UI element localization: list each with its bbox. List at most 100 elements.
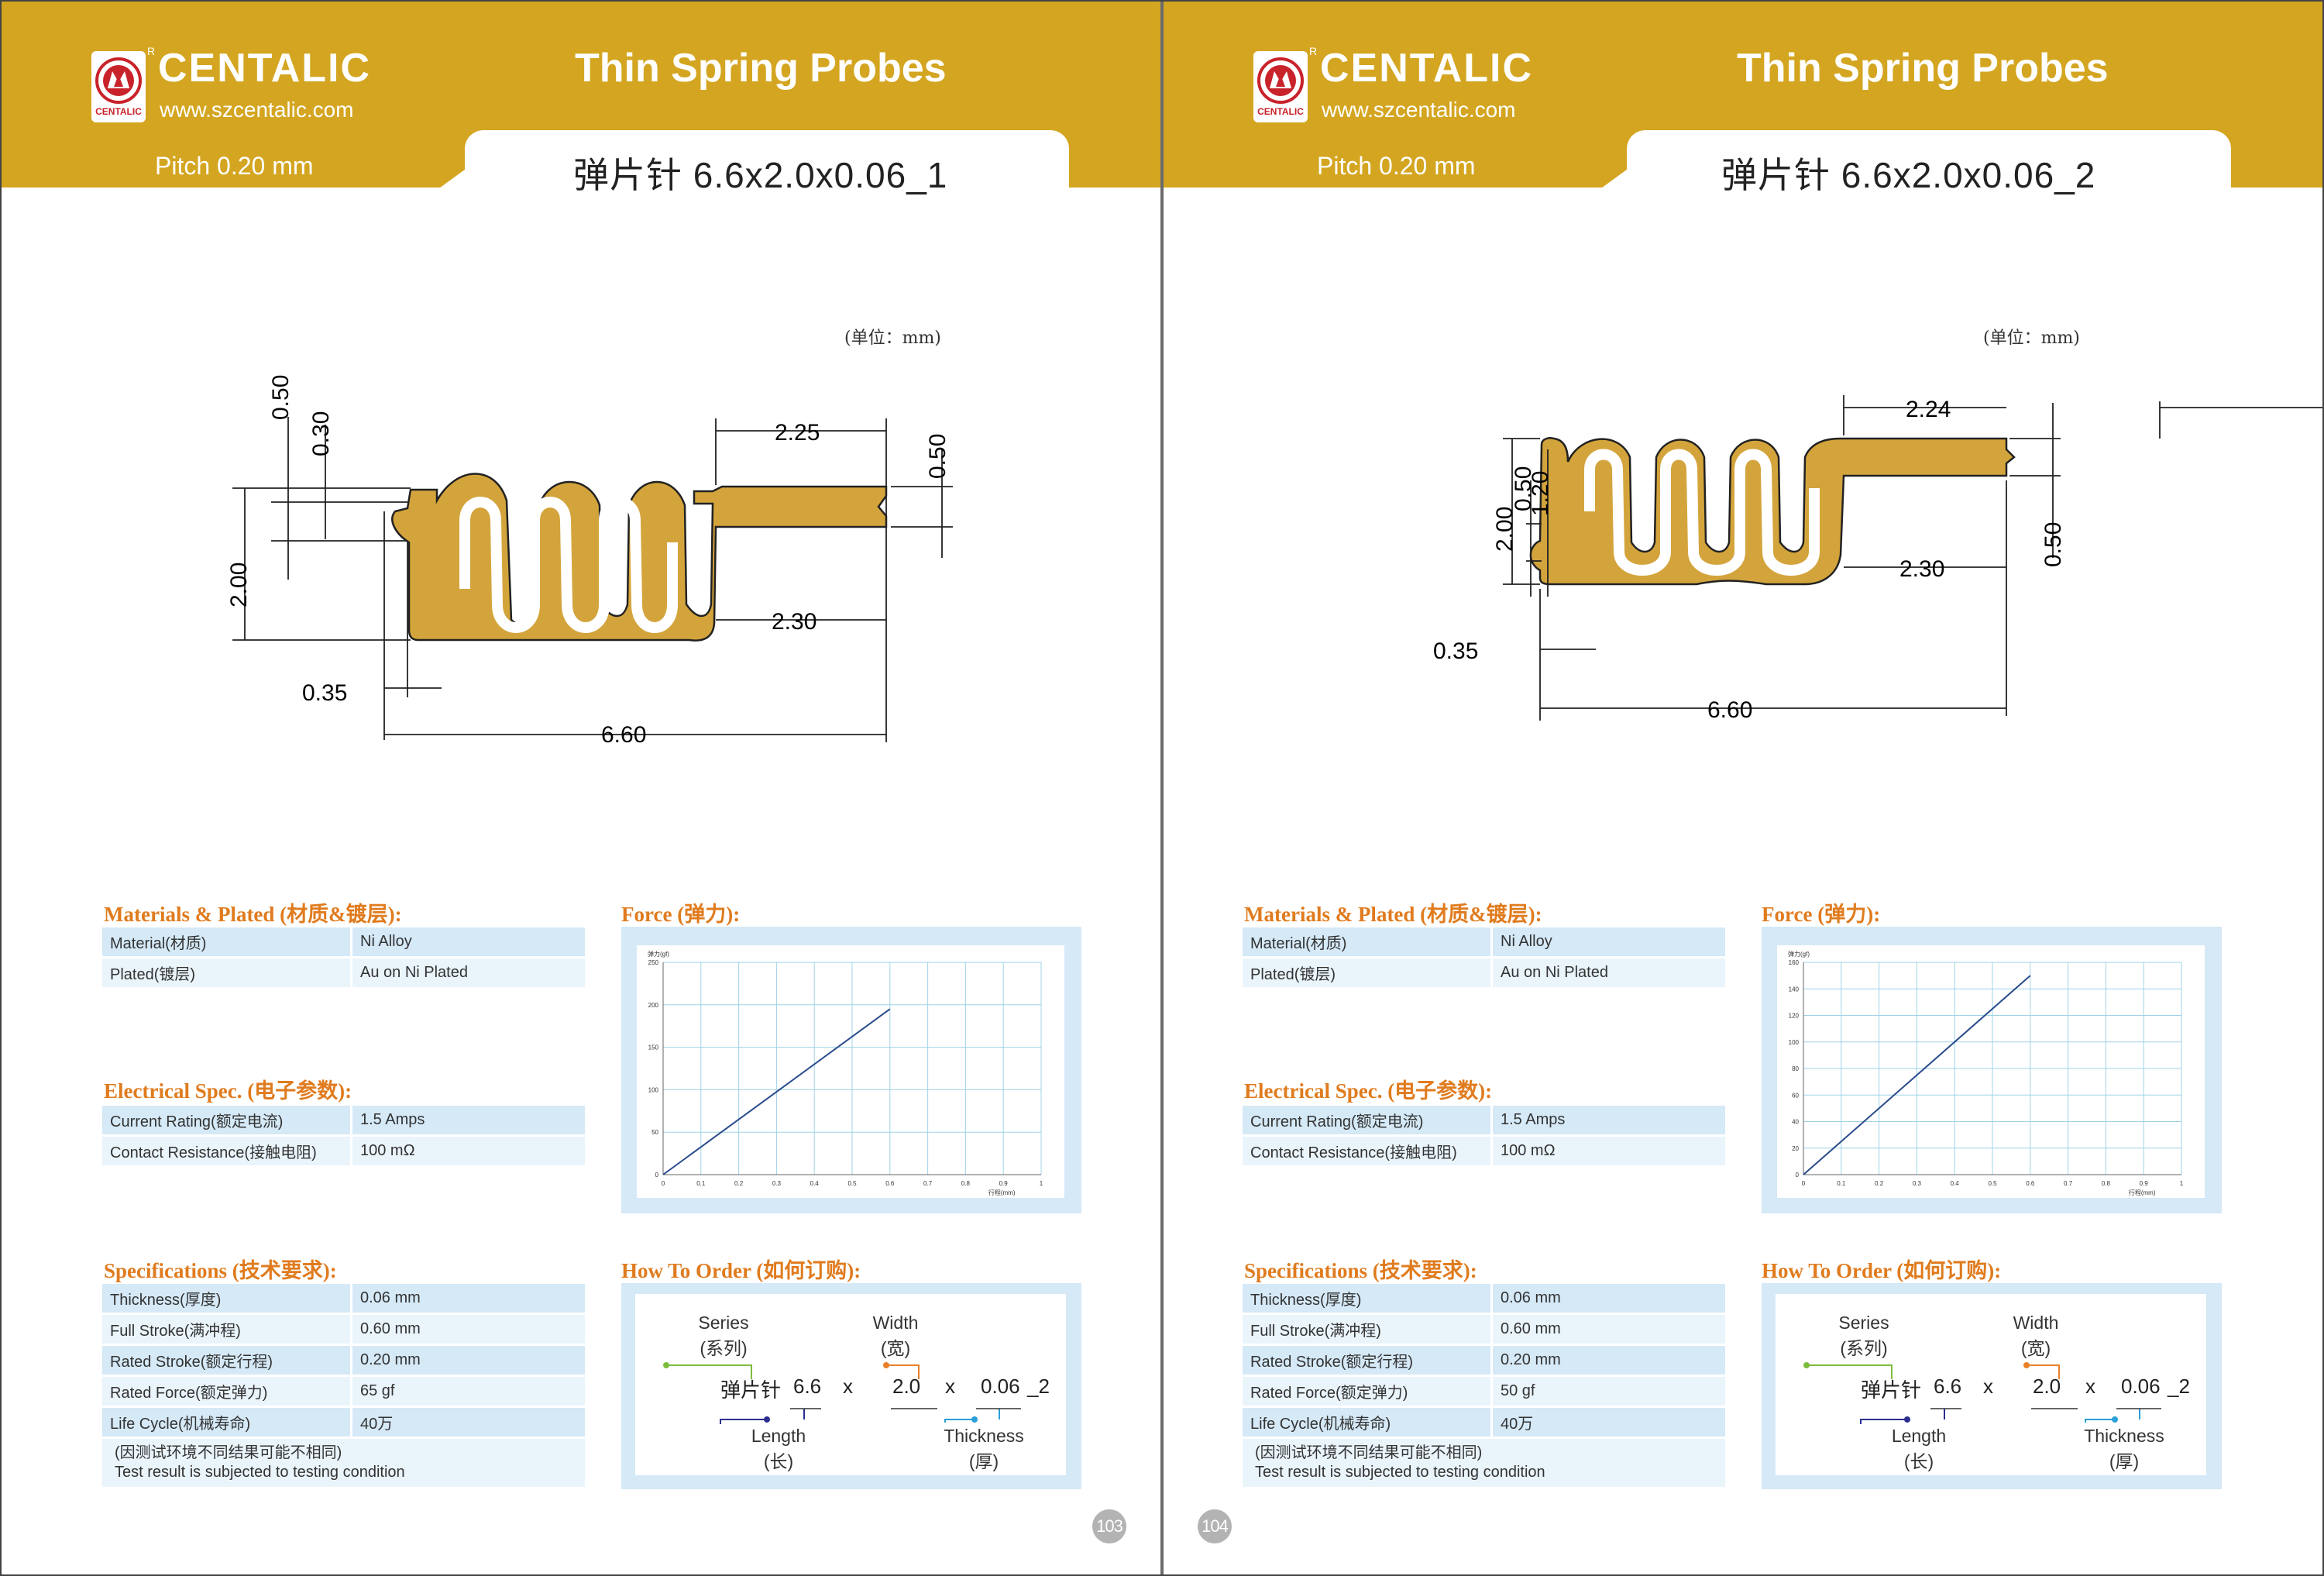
order-thickness-label: Thickness (厚) <box>944 1426 1024 1471</box>
x-tick-label: 0.5 <box>847 1180 857 1187</box>
order-series-label: Series (系列) <box>1838 1313 1889 1358</box>
x-tick-label: 0.9 <box>999 1180 1009 1187</box>
order-connectors <box>663 1362 1021 1424</box>
table-row: Life Cycle(机械寿命) 40万 <box>1243 1408 1725 1437</box>
dim-0-35: 0.35 <box>302 680 347 706</box>
table-row: Rated Stroke(额定行程) 0.20 mm <box>1243 1346 1725 1375</box>
force-chart: 0 0.1 0.2 0.3 0.4 0.5 0.6 0.7 0.8 0.9 1 0 20 40 60 80 10… <box>1788 950 2184 1196</box>
pitch-label: Pitch 0.20 mm <box>1317 152 1476 180</box>
x-tick-label: 0.3 <box>1913 1180 1922 1187</box>
probe-drawing: 0.50 0.30 2.00 0.35 2.25 0.50 2.30 6.60 <box>226 375 953 748</box>
how-to-order-panel: Series (系列) Width (宽) 弹片针 6.6 x 2.0 x 0.06… <box>621 1283 1081 1489</box>
dim-2-30: 2.30 <box>1899 556 1944 582</box>
order-x2: x <box>2085 1375 2095 1398</box>
dim-6-60: 6.60 <box>1707 697 1752 723</box>
product-title: 弹片针 6.6x2.0x0.06_2 <box>1721 155 2096 195</box>
table-row: Full Stroke(满冲程) 0.60 mm <box>102 1315 585 1344</box>
specifications-title: Specifications (技术要求): <box>1244 1259 1477 1282</box>
x-tick-label: 0.4 <box>1951 1180 1960 1187</box>
registered-mark: R <box>147 45 156 57</box>
table-row: Life Cycle(机械寿命) 40万 <box>102 1408 585 1437</box>
x-tick-label: 0.2 <box>734 1180 744 1187</box>
brand-url[interactable]: www.szcentalic.com <box>160 98 354 122</box>
table-row: Rated Force(额定弹力) 65 gf <box>102 1377 585 1406</box>
materials-title: Materials & Plated (材质&镀层): <box>104 903 402 926</box>
x-tick-label: 0.1 <box>696 1180 706 1187</box>
table-row: Material(材质) Ni Alloy <box>1243 927 1725 956</box>
force-chart-panel: 0 0.1 0.2 0.3 0.4 0.5 0.6 0.7 0.8 0.9 1 0 50 100 150 20… <box>621 927 1081 1213</box>
order-length-label: Length (长) <box>751 1426 806 1471</box>
order-code-width: 2.0 <box>892 1375 921 1398</box>
header-title: Thin Spring Probes <box>575 46 947 91</box>
y-tick-label: 160 <box>1789 959 1800 966</box>
x-tick-label: 0.7 <box>2064 1180 2073 1187</box>
force-chart: 0 0.1 0.2 0.3 0.4 0.5 0.6 0.7 0.8 0.9 1 0 50 100 150 20… <box>648 950 1043 1196</box>
table-row: Contact Resistance(接触电阻) 100 mΩ <box>102 1137 585 1165</box>
x-tick-label: 0.4 <box>810 1180 820 1187</box>
x-tick-label: 0.8 <box>961 1180 971 1187</box>
brand-name: CENTALIC <box>1320 46 1534 91</box>
order-code-length: 6.6 <box>1934 1375 1962 1398</box>
brand-url[interactable]: www.szcentalic.com <box>1322 98 1516 122</box>
x-tick-label: 0 <box>662 1180 665 1187</box>
table-row: Rated Stroke(额定行程) 0.20 mm <box>102 1346 585 1375</box>
x-tick-label: 0.6 <box>2026 1180 2035 1187</box>
table-row: Plated(镀层) Au on Ni Plated <box>1243 958 1725 987</box>
table-row: Rated Force(额定弹力) 50 gf <box>1243 1377 1725 1406</box>
y-tick-label: 140 <box>1789 986 1800 993</box>
probe-slot <box>1584 449 1820 576</box>
note-en: Test result is subjected to testing cond… <box>1255 1464 1545 1481</box>
table-row: (因测试环境不同结果可能不相同) Test result is subjected… <box>102 1439 585 1487</box>
order-length-label: Length (长) <box>1891 1426 1947 1471</box>
page-header: CENTALIC R CENTALIC www.szcentalic.com T… <box>1162 0 2324 195</box>
dim-2-25: 2.25 <box>775 420 820 446</box>
y-axis-label: 弹力(gf) <box>1788 950 1810 958</box>
note-en: Test result is subjected to testing cond… <box>115 1464 405 1481</box>
x-tick-label: 0 <box>1802 1180 1806 1187</box>
y-tick-label: 250 <box>648 959 659 966</box>
y-tick-label: 20 <box>1792 1145 1799 1152</box>
x-tick-label: 0.1 <box>1837 1180 1846 1187</box>
header-title: Thin Spring Probes <box>1737 46 2109 91</box>
order-width-label: Width (宽) <box>872 1313 919 1358</box>
dim-2-30: 2.30 <box>772 609 816 635</box>
order-code-box: Series (系列) Width (宽) 弹片针 6.6 x 2.0 x 0.06… <box>1776 1294 2206 1475</box>
table-row: Current Rating(额定电流) 1.5 Amps <box>102 1106 585 1134</box>
centalic-logo-icon: CENTALIC <box>91 51 146 122</box>
registered-mark: R <box>1309 45 1318 57</box>
order-code-width: 2.0 <box>2033 1375 2061 1398</box>
force-series-line <box>662 1008 891 1175</box>
force-series-line <box>1803 975 2031 1175</box>
page-left: CENTALIC R CENTALIC www.szcentalic.com T… <box>0 0 1162 1543</box>
dim-2-00: 2.00 <box>1492 507 1518 552</box>
table-row: (因测试环境不同结果可能不相同) Test result is subjected… <box>1243 1439 1725 1487</box>
product-title: 弹片针 6.6x2.0x0.06_1 <box>573 155 948 195</box>
electrical-title: Electrical Spec. (电子参数): <box>104 1079 352 1103</box>
y-tick-label: 80 <box>1792 1065 1799 1072</box>
dimension-lines <box>232 417 953 742</box>
y-tick-label: 60 <box>1792 1092 1799 1099</box>
x-tick-label: 0.9 <box>2140 1180 2149 1187</box>
logo-text: CENTALIC <box>95 106 142 117</box>
x-tick-label: 0.8 <box>2102 1180 2111 1187</box>
x-tick-label: 0.3 <box>772 1180 782 1187</box>
table-row: Contact Resistance(接触电阻) 100 mΩ <box>1243 1137 1725 1165</box>
page-number: 103 <box>1092 1509 1126 1543</box>
y-tick-label: 120 <box>1789 1013 1800 1020</box>
probe-drawing: 2.00 0.50 1.20 2.24 0.50 2.30 0.35 6.60 <box>1433 395 2324 723</box>
materials-table: Material(材质) Ni Alloy Plated(镀层) Au on Ni … <box>102 925 585 989</box>
dim-0-50-b: 0.50 <box>2040 522 2066 567</box>
y-tick-label: 100 <box>1789 1039 1800 1046</box>
logo-text: CENTALIC <box>1257 106 1304 117</box>
brand-name: CENTALIC <box>158 46 372 91</box>
order-x1: x <box>1983 1375 1993 1398</box>
order-series-label: Series (系列) <box>698 1313 749 1358</box>
electrical-title: Electrical Spec. (电子参数): <box>1244 1079 1493 1103</box>
dim-2-24: 2.24 <box>1906 397 1951 422</box>
y-tick-label: 100 <box>648 1086 659 1093</box>
how-to-order-title: How To Order (如何订购): <box>1762 1259 2002 1282</box>
note-cn: (因测试环境不同结果可能不相同) <box>1255 1444 1483 1461</box>
order-code-suffix: _2 <box>1027 1375 1050 1398</box>
y-tick-label: 0 <box>655 1172 659 1179</box>
page-number: 104 <box>1198 1509 1232 1543</box>
